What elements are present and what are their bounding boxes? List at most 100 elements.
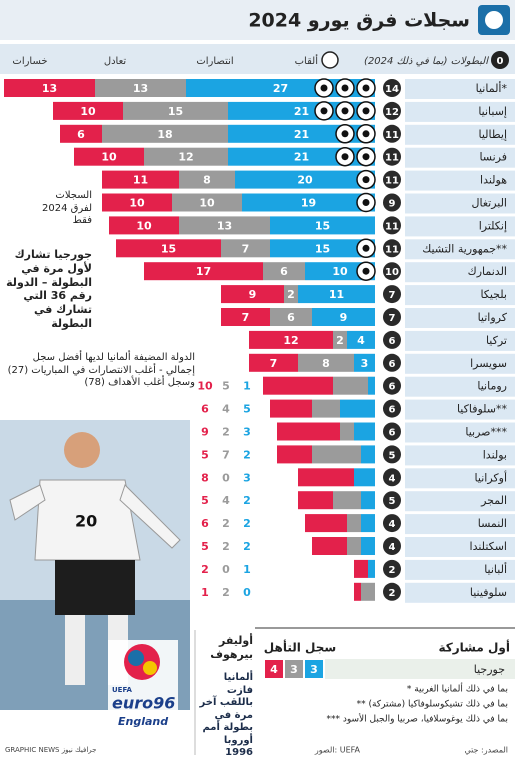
value-label: 13	[133, 82, 148, 95]
value-label: 7	[222, 448, 230, 461]
value-label: 5	[201, 540, 209, 553]
value-label: 0	[222, 563, 230, 576]
tournaments-badge	[383, 147, 401, 166]
team-name: ألبانيا	[484, 562, 507, 576]
value-label: 27	[273, 82, 288, 95]
header-badge	[491, 51, 509, 69]
value-label: 7	[242, 311, 250, 324]
bar-segment	[298, 491, 333, 510]
bar-segment	[221, 239, 270, 258]
tournaments-badge	[383, 308, 401, 326]
value-label: 3	[361, 357, 369, 370]
bar-segment	[361, 537, 375, 555]
team-name: هولندا	[480, 174, 507, 187]
value-label: 1	[243, 380, 251, 393]
value-label: 10	[332, 265, 348, 278]
header-wins: انتصارات	[196, 56, 233, 67]
team-name: فرنسا	[479, 151, 507, 164]
germany-note: الدولة المضيفة ألمانيا لديها أفضل سجل إج…	[7, 352, 195, 388]
records-note: السجلات لفرق 2024 فقط	[41, 190, 92, 226]
tournaments-value: 9	[389, 199, 396, 210]
team-name: البرتغال	[471, 197, 507, 210]
bar-segment	[95, 79, 186, 97]
header-bar	[0, 44, 515, 74]
bar-segment	[179, 170, 235, 189]
team-name: إيطاليا	[478, 128, 507, 141]
value-label: 1	[201, 586, 209, 599]
team-cell	[405, 445, 515, 466]
value-label: 9	[249, 288, 257, 301]
tournaments-value: 7	[389, 313, 396, 324]
tournaments-value: 5	[389, 450, 396, 461]
header-losses: خسارات	[12, 56, 47, 67]
value-label: 13	[217, 219, 232, 232]
bar-segment	[102, 170, 179, 189]
team-cell	[405, 514, 515, 535]
tournaments-value: 7	[389, 290, 396, 301]
value-label: 12	[283, 334, 298, 347]
value-label: 2	[222, 426, 230, 439]
team-cell	[405, 170, 515, 191]
bar-segment	[4, 79, 95, 97]
value-label: 0	[222, 471, 230, 484]
bar-segment	[361, 445, 375, 464]
value-label: 0	[243, 586, 251, 599]
value-label: 8	[201, 471, 209, 484]
team-name: تركيا	[486, 334, 507, 347]
tournaments-value: 4	[389, 473, 396, 484]
team-cell	[405, 582, 515, 603]
team-name: أوكرانيا	[475, 470, 507, 484]
tournaments-badge	[383, 491, 401, 510]
value-label: 20	[297, 174, 313, 187]
value-label: 2	[243, 540, 251, 553]
value-label: 8	[203, 174, 211, 187]
team-name: ألمانيا*	[476, 81, 508, 95]
team-name: الدنمارك	[468, 265, 507, 278]
value-label: 6	[201, 403, 209, 416]
value-label: 21	[294, 128, 309, 141]
ball-patch	[362, 153, 370, 161]
tournaments-value: 12	[385, 107, 399, 118]
bar-segment	[361, 514, 375, 533]
value-label: 6	[287, 311, 295, 324]
team-name: إسبانيا	[478, 105, 507, 118]
value-label: 3	[243, 471, 251, 484]
value-label: 19	[301, 197, 316, 210]
team-cell	[405, 376, 515, 397]
player-head	[64, 432, 100, 468]
bar-segment	[312, 308, 375, 326]
tournaments-value: 6	[389, 336, 396, 347]
player-shorts	[55, 560, 135, 615]
bar-segment	[179, 216, 270, 235]
tournaments-badge	[383, 239, 401, 258]
bar-segment	[305, 514, 347, 533]
bar-segment	[354, 353, 375, 372]
tournaments-badge	[383, 376, 401, 395]
tournaments-value: 11	[385, 221, 399, 232]
team-name: النمسا	[478, 517, 507, 530]
header-ball	[321, 51, 339, 69]
value-label: 1	[243, 563, 251, 576]
value-label: 2	[243, 448, 251, 461]
bar-segment	[144, 262, 263, 281]
team-cell	[405, 468, 515, 489]
tournaments-value: 6	[389, 359, 396, 370]
bar-segment	[340, 422, 354, 441]
team-cell	[405, 101, 515, 122]
bar-segment	[60, 124, 102, 143]
bar-segment	[361, 582, 375, 601]
bar-segment	[270, 216, 375, 235]
ball-patch	[341, 153, 349, 161]
title-icon-ball	[485, 11, 503, 29]
bar-segment	[347, 514, 361, 533]
team-cell	[405, 537, 515, 557]
team-name: اسكتلندا	[470, 540, 507, 553]
logo-main: euro96	[112, 694, 175, 713]
tournaments-badge	[383, 399, 401, 418]
team-cell	[405, 559, 515, 580]
bar-segment	[270, 239, 375, 258]
titles-icons	[356, 169, 376, 190]
tournaments-badge	[383, 262, 401, 281]
ball-patch	[362, 130, 370, 138]
